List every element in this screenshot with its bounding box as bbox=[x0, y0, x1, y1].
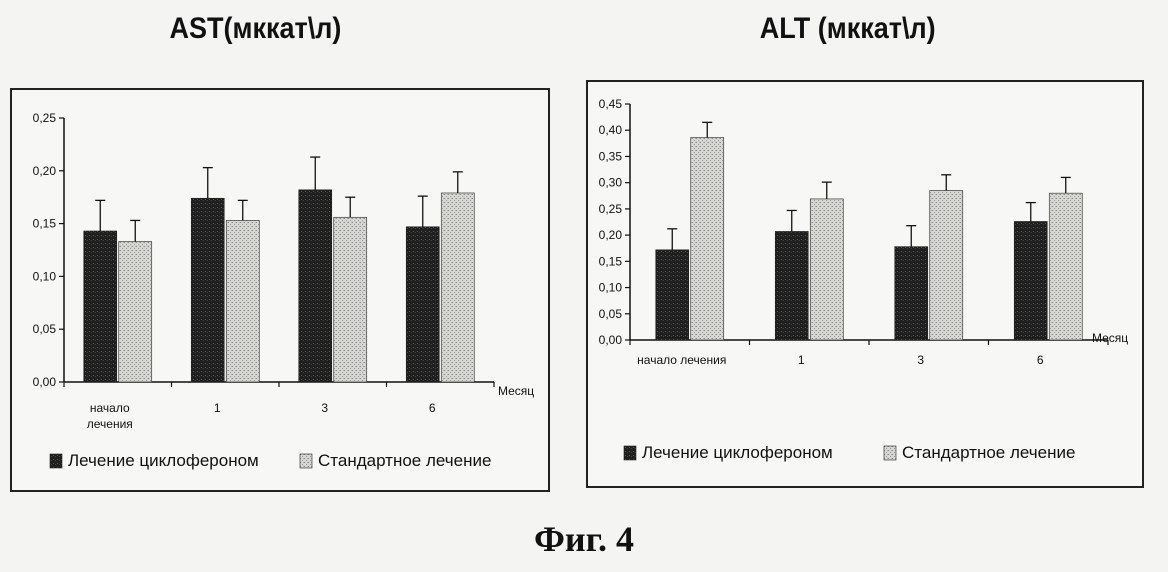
bar-standard bbox=[226, 220, 259, 382]
y-tick-label: 0,40 bbox=[599, 123, 623, 137]
figure-caption: Фиг. 4 bbox=[0, 518, 1168, 560]
x-category-label: началолечения bbox=[87, 401, 133, 431]
legend-swatch-standard bbox=[300, 454, 312, 468]
chart-panel-ast: 0,00 0,05 0,10 0,15 0,20 0,25 Месяц началолечен… bbox=[10, 88, 550, 492]
x-category-label: 6 bbox=[429, 401, 436, 415]
legend-swatch-cycloferon bbox=[624, 446, 636, 460]
x-axis-label: Месяц bbox=[498, 384, 534, 398]
bar-standard bbox=[119, 242, 152, 382]
y-tick-label: 0,00 bbox=[599, 333, 623, 347]
x-category-label: 3 bbox=[917, 353, 924, 367]
y-tick-label: 0,20 bbox=[599, 228, 623, 242]
bar-cycloferon bbox=[299, 190, 332, 382]
y-tick-label: 0,00 bbox=[33, 375, 57, 389]
bar-standard bbox=[810, 199, 843, 340]
bar-cycloferon bbox=[895, 247, 928, 340]
y-tick-label: 0,30 bbox=[599, 176, 623, 190]
chart-panel-alt: 0,00 0,05 0,10 0,15 0,20 0,25 0,30 0,35 0,40 0,45… bbox=[586, 80, 1144, 488]
x-category-label: 6 bbox=[1037, 353, 1044, 367]
y-tick-label: 0,25 bbox=[33, 111, 57, 125]
x-category-label: 3 bbox=[321, 401, 328, 415]
bar-cycloferon bbox=[191, 198, 224, 382]
bar-cycloferon bbox=[1014, 221, 1047, 340]
bar-standard bbox=[334, 217, 367, 382]
legend-label-cycloferon: Лечение циклофероном bbox=[68, 451, 259, 470]
legend-label-cycloferon: Лечение циклофероном bbox=[642, 443, 833, 462]
bar-standard bbox=[691, 138, 724, 340]
x-category-label: 1 bbox=[798, 353, 805, 367]
y-tick-label: 0,05 bbox=[33, 322, 57, 336]
y-tick-label: 0,05 bbox=[599, 307, 623, 321]
bar-standard bbox=[930, 191, 963, 340]
legend-label-standard: Стандартное лечение bbox=[902, 443, 1075, 462]
bar-standard bbox=[1049, 193, 1082, 340]
bar-cycloferon bbox=[656, 250, 689, 340]
y-tick-label: 0,25 bbox=[599, 202, 623, 216]
legend-label-standard: Стандартное лечение bbox=[318, 451, 491, 470]
y-tick-label: 0,35 bbox=[599, 149, 623, 163]
y-tick-label: 0,10 bbox=[599, 281, 623, 295]
x-axis-label: Месяц bbox=[1092, 331, 1128, 345]
chart-title-ast: AST(мккат\л) bbox=[170, 12, 342, 46]
y-tick-label: 0,45 bbox=[599, 97, 623, 111]
legend-swatch-cycloferon bbox=[50, 454, 62, 468]
chart-alt-svg: 0,00 0,05 0,10 0,15 0,20 0,25 0,30 0,35 0,40 0,45… bbox=[588, 82, 1142, 486]
bar-cycloferon bbox=[406, 227, 439, 382]
x-category-label: 1 bbox=[214, 401, 221, 415]
chart-title-alt: ALT (мккат\л) bbox=[760, 12, 936, 46]
bar-cycloferon bbox=[775, 231, 808, 340]
y-tick-label: 0,15 bbox=[599, 254, 623, 268]
x-category-label: начало лечения bbox=[637, 353, 726, 367]
y-tick-label: 0,15 bbox=[33, 217, 57, 231]
chart-ast-svg: 0,00 0,05 0,10 0,15 0,20 0,25 Месяц началолечен… bbox=[12, 90, 548, 490]
legend-swatch-standard bbox=[884, 446, 896, 460]
y-tick-label: 0,10 bbox=[33, 269, 57, 283]
y-tick-label: 0,20 bbox=[33, 164, 57, 178]
bar-cycloferon bbox=[84, 231, 117, 382]
bar-standard bbox=[441, 193, 474, 382]
